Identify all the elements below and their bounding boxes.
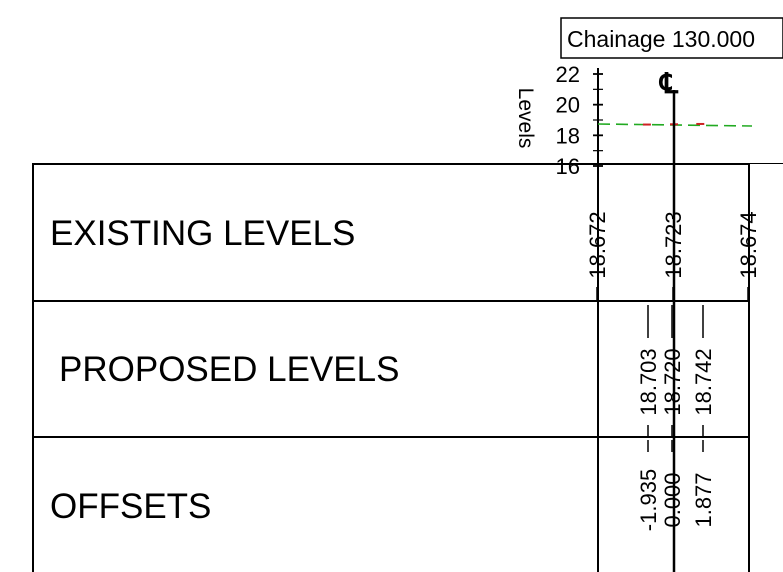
band-table bbox=[32, 163, 783, 572]
axis-tick-label: 16 bbox=[556, 154, 580, 179]
axis-tick-label: 20 bbox=[556, 93, 580, 118]
page-clip bbox=[750, 164, 783, 572]
levels-axis-title: Levels bbox=[514, 88, 537, 149]
offset-value: -1.935 bbox=[636, 469, 661, 531]
existing-level-value: 18.723 bbox=[661, 211, 686, 278]
row-label-existing: EXISTING LEVELS bbox=[50, 214, 355, 253]
band-values: 18.672 18.723 18.674 18.703 18.720 18.742 -1.9… bbox=[585, 211, 761, 531]
axis-tick-label: 22 bbox=[556, 62, 580, 87]
proposed-level-value: 18.703 bbox=[636, 348, 661, 415]
offset-value: 0.000 bbox=[660, 472, 685, 527]
proposed-level-value: 18.720 bbox=[660, 348, 685, 415]
proposed-level-value: 18.742 bbox=[691, 348, 716, 415]
levels-axis-ticks: 22 20 18 16 bbox=[556, 62, 603, 179]
chainage-label-box bbox=[560, 17, 783, 59]
centreline-symbol: ℄ bbox=[658, 68, 679, 99]
existing-level-value: 18.674 bbox=[736, 211, 761, 278]
offset-value: 1.877 bbox=[691, 472, 716, 527]
row-label-proposed: PROPOSED LEVELS bbox=[59, 350, 399, 389]
chainage-label: Chainage 130.000 bbox=[567, 26, 755, 52]
existing-level-value: 18.672 bbox=[585, 211, 610, 278]
row-label-offsets: OFFSETS bbox=[50, 487, 211, 526]
axis-tick-label: 18 bbox=[556, 123, 580, 148]
